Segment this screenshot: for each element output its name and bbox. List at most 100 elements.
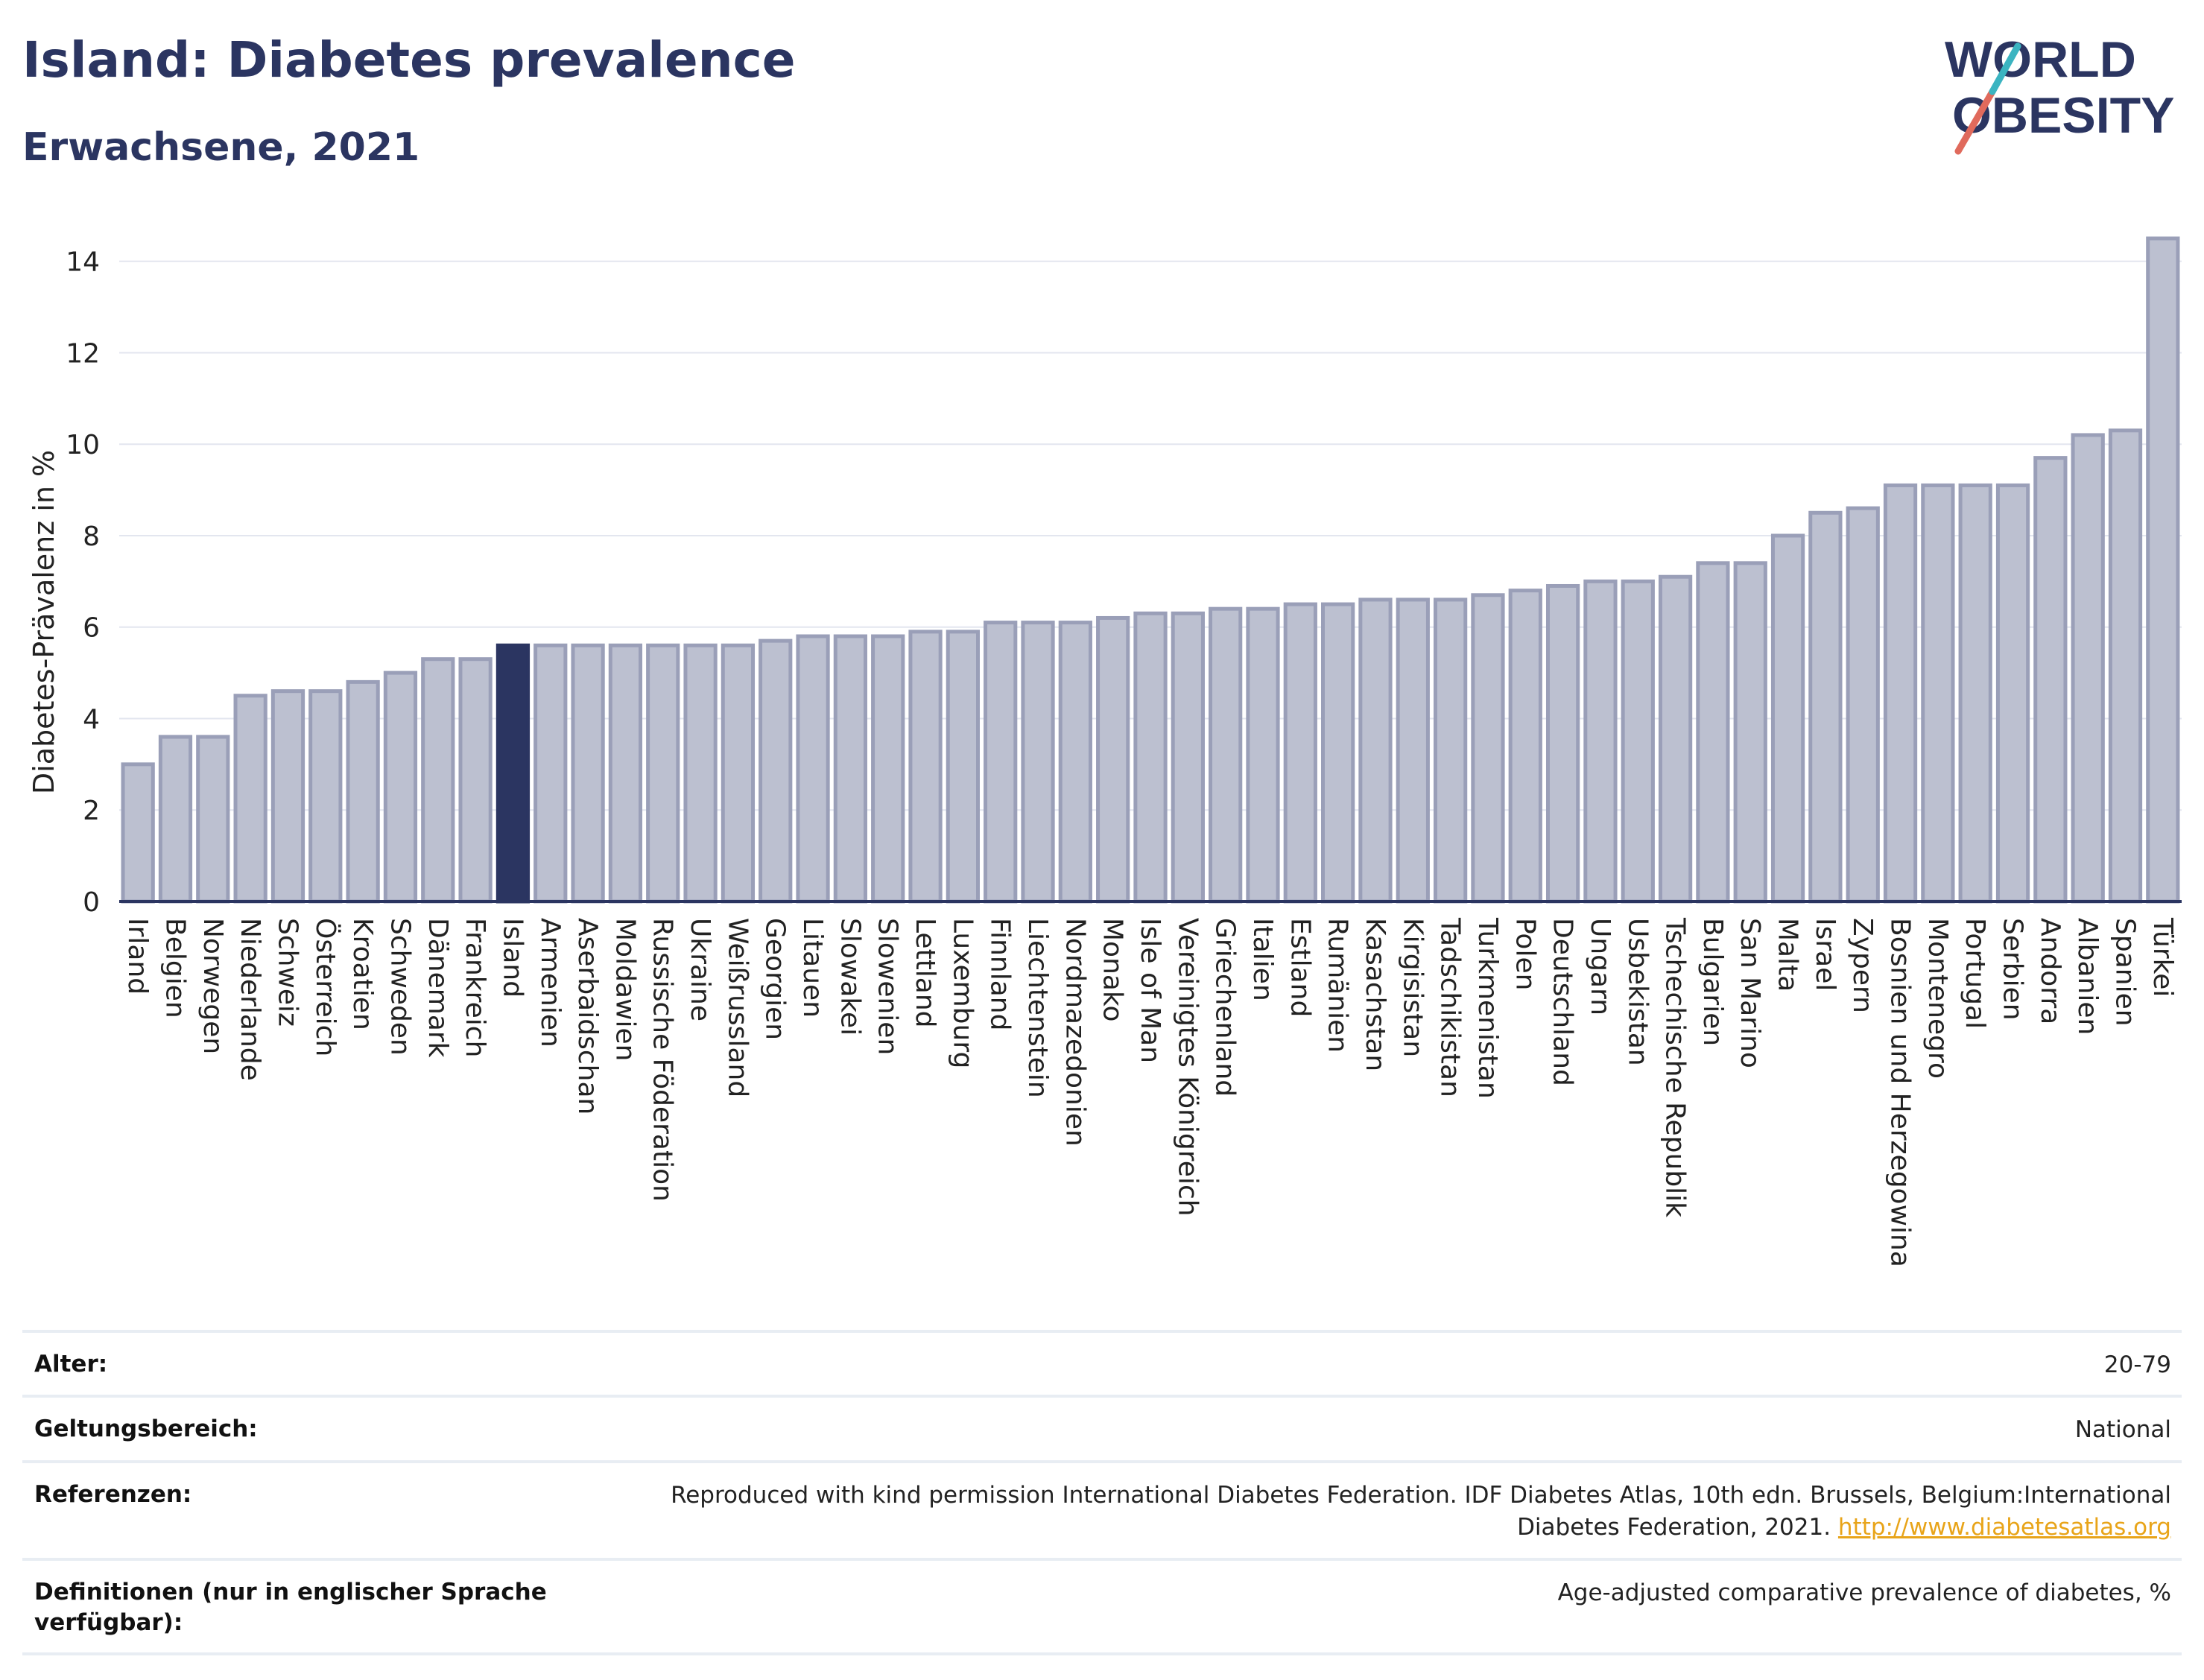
x-tick-label-54: Türkei (2147, 917, 2178, 997)
bar-21 (908, 630, 943, 904)
x-tick-label-42: Bulgarien (1697, 918, 1728, 1046)
x-tick-label-8: Dänemark (422, 918, 453, 1058)
x-tick-label-38: Deutschland (1548, 918, 1578, 1086)
x-tick-label-6: Kroatien (347, 918, 378, 1030)
y-tick-label-2: 2 (83, 796, 100, 826)
x-tick-label-13: Moldawien (609, 918, 640, 1061)
y-tick-label-6: 6 (83, 613, 100, 644)
bar-26 (1096, 615, 1130, 904)
bar-41 (1658, 574, 1693, 904)
bar-28 (1171, 611, 1205, 904)
x-tick-label-18: Litauen (797, 918, 828, 1018)
meta-row-age: Alter: 20-79 (22, 1330, 2182, 1395)
bar-2 (196, 735, 230, 904)
bar-51 (2033, 456, 2068, 904)
bar-43 (1733, 561, 1767, 904)
x-tick-label-0: Irland (122, 918, 153, 995)
reference-text: Reproduced with kind permission Internat… (671, 1481, 2171, 1541)
x-tick-label-5: Österreich (310, 918, 341, 1056)
reference-link[interactable]: http://www.diabetesatlas.org (1837, 1514, 2171, 1541)
bar-47 (1883, 483, 1918, 904)
meta-row-scope: Geltungsbereich: National (22, 1395, 2182, 1459)
x-tick-label-9: Frankreich (460, 918, 490, 1057)
bar-53 (2108, 428, 2143, 904)
bar-52 (2071, 433, 2105, 904)
x-tick-label-15: Ukraine (685, 918, 715, 1021)
logo-line1: WORLD (1945, 31, 2136, 88)
x-tick-label-4: Schweiz (272, 918, 303, 1027)
meta-label-definitions: Definitionen (nur in englischer Sprache … (34, 1578, 547, 1637)
x-tick-label-48: Montenegro (1922, 918, 1953, 1079)
metadata-table: Alter: 20-79 Geltungsbereich: National R… (22, 1330, 2182, 1656)
bar-4 (270, 689, 305, 904)
meta-value-references: Reproduced with kind permission Internat… (569, 1480, 2171, 1544)
x-tick-label-11: Armenien (535, 918, 566, 1047)
x-tick-label-30: Italien (1247, 918, 1278, 1001)
bar-18 (796, 634, 830, 904)
x-tick-label-34: Kirgisistan (1397, 918, 1428, 1057)
bar-22 (946, 630, 980, 904)
world-obesity-logo[interactable]: WORLD OBESITY (1937, 21, 2191, 162)
bar-6 (346, 679, 380, 904)
bar-38 (1545, 583, 1580, 904)
bar-1 (158, 735, 193, 904)
bar-23 (984, 621, 1018, 904)
bar-19 (833, 634, 868, 904)
x-tick-label-27: Isle of Man (1135, 918, 1165, 1063)
logo-line2: OBESITY (1952, 87, 2175, 144)
bar-25 (1058, 621, 1092, 904)
y-tick-label-0: 0 (83, 887, 100, 918)
x-tick-label-40: Usbekistan (1622, 918, 1653, 1066)
bar-35 (1433, 597, 1468, 904)
x-tick-label-41: Tschechische Republik (1660, 917, 1691, 1217)
bar-40 (1621, 579, 1655, 904)
bar-27 (1133, 611, 1168, 904)
x-tick-label-19: Slowakei (835, 918, 865, 1036)
bar-32 (1321, 602, 1355, 904)
x-tick-label-51: Andorra (2035, 918, 2065, 1024)
bar-42 (1696, 561, 1730, 904)
bar-7 (383, 671, 418, 904)
x-tick-label-31: Estland (1285, 918, 1315, 1017)
bar-3 (233, 694, 267, 904)
x-tick-label-20: Slowenien (873, 918, 903, 1055)
page-subtitle: Erwachsene, 2021 (22, 125, 420, 170)
bar-chart: 0 2 4 6 8 10 12 14 Diabetes-Prävalenz in % Irland… (28, 236, 2182, 1267)
x-tick-label-49: Portugal (1960, 918, 1990, 1029)
x-tick-label-23: Finnland (985, 918, 1016, 1030)
bar-48 (1921, 483, 1955, 904)
x-tick-label-35: Tadschikistan (1435, 917, 1466, 1097)
x-tick-label-50: Serbien (1998, 918, 2028, 1021)
bar-14 (646, 643, 680, 904)
x-tick-label-1: Belgien (159, 918, 190, 1018)
logo-slash-red (1954, 88, 1996, 155)
x-tick-label-45: Israel (1810, 918, 1840, 991)
meta-label-scope: Geltungsbereich: (34, 1416, 258, 1443)
bar-30 (1246, 606, 1280, 904)
bar-11 (533, 643, 568, 904)
meta-row-references: Referenzen: Reproduced with kind permiss… (22, 1459, 2182, 1558)
x-tick-label-24: Liechtenstein (1022, 918, 1053, 1098)
bar-46 (1846, 506, 1880, 904)
y-tick-label-4: 4 (83, 704, 100, 735)
bar-33 (1358, 597, 1393, 904)
bar-36 (1471, 593, 1505, 904)
bar-54 (2146, 236, 2180, 904)
x-tick-label-25: Nordmazedonien (1060, 918, 1090, 1147)
x-tick-label-14: Russische Föderation (647, 918, 678, 1202)
x-tick-label-32: Rumänien (1323, 918, 1353, 1053)
bar-0 (121, 762, 155, 904)
bar-17 (759, 638, 793, 904)
bar-44 (1770, 533, 1805, 904)
x-tick-label-17: Georgien (760, 918, 791, 1040)
x-tick-label-3: Niederlande (235, 918, 265, 1081)
x-tick-label-12: Aserbaidschan (572, 918, 603, 1115)
y-tick-label-14: 14 (66, 247, 100, 278)
meta-value-definitions: Age-adjusted comparative prevalence of d… (1557, 1579, 2171, 1606)
bar-20 (871, 634, 905, 904)
y-axis-label: Diabetes-Prävalenz in % (28, 450, 60, 794)
x-tick-label-53: Spanien (2110, 918, 2141, 1027)
x-tick-label-33: Kasachstan (1360, 918, 1390, 1071)
bar-50 (1995, 483, 2030, 904)
y-tick-label-10: 10 (66, 430, 100, 460)
